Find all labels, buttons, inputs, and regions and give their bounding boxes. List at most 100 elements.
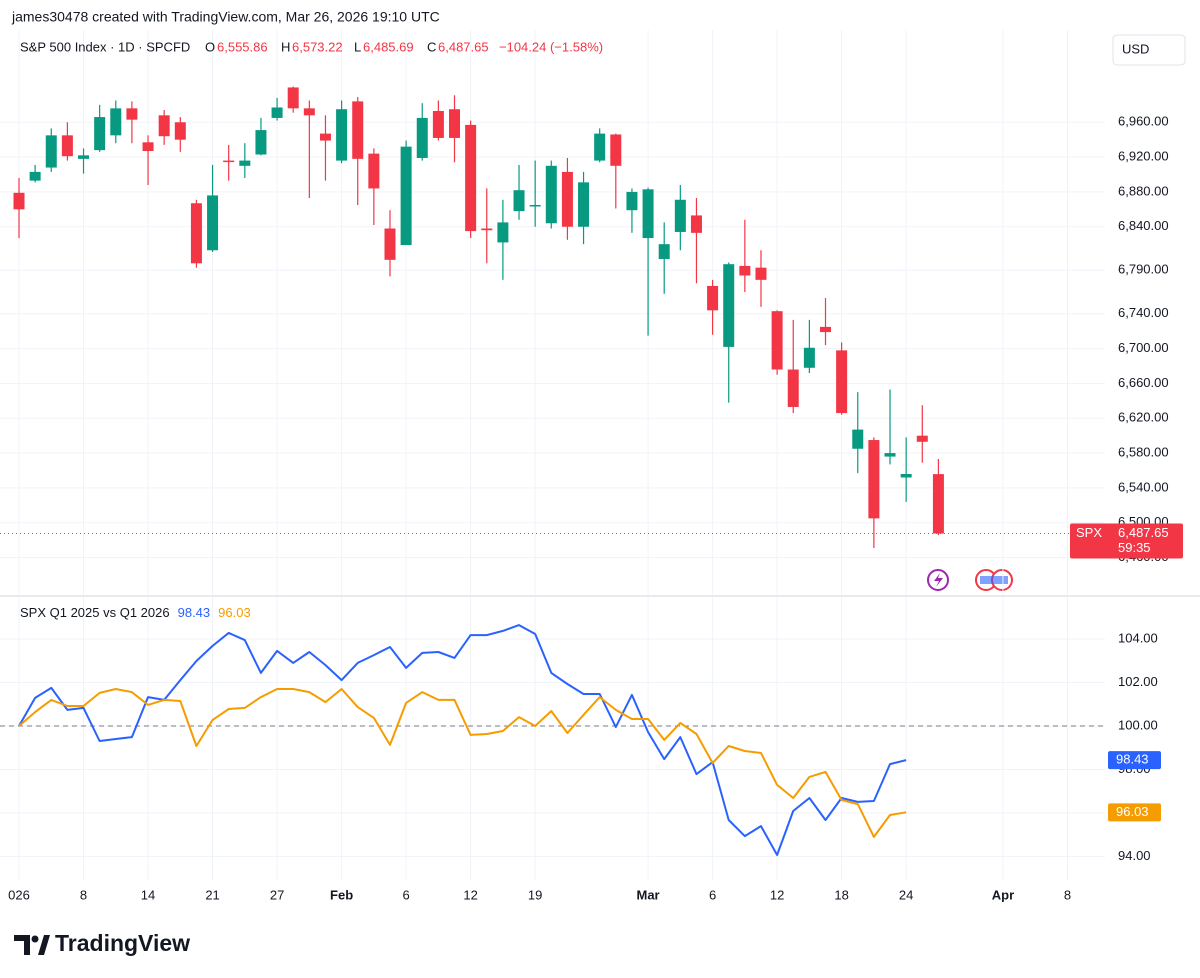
x-tick-label: 6 xyxy=(709,887,716,902)
candle-body xyxy=(45,135,57,168)
x-tick-label: 026 xyxy=(8,887,30,902)
currency[interactable]: USD xyxy=(1122,41,1149,56)
candle-body xyxy=(884,453,896,457)
logo-mark xyxy=(31,935,39,943)
candle-body xyxy=(110,108,122,136)
candle-body xyxy=(255,130,267,155)
price-tag-countdown: 59:35 xyxy=(1118,540,1151,555)
event-glyph xyxy=(934,573,943,587)
pane-title-text: SPX Q1 2025 vs Q1 2026 xyxy=(20,605,170,620)
axes: 026 8 14 21 27 Feb 6 12 19 Mar 6 12 18 24 Apr 8 6,960.00… xyxy=(8,114,1183,902)
candle-body xyxy=(642,189,654,239)
y-tick-label: 6,840.00 xyxy=(1118,218,1169,233)
y-tick-label: 94.00 xyxy=(1118,848,1151,863)
y-tick-label: 6,880.00 xyxy=(1118,183,1169,198)
candle-body xyxy=(723,264,735,347)
x-tick-label: 12 xyxy=(770,887,784,902)
price-tag xyxy=(1070,523,1183,559)
candle-body xyxy=(836,350,848,414)
candle-body xyxy=(223,160,235,163)
candle-body xyxy=(207,195,219,251)
candle-body xyxy=(384,228,396,260)
candle-body xyxy=(432,110,444,138)
candle-body xyxy=(287,87,299,109)
candle-body xyxy=(190,203,202,264)
candle-body xyxy=(29,171,41,181)
event-icons xyxy=(927,569,1013,591)
x-tick-label: 6 xyxy=(403,887,410,902)
candle-body xyxy=(739,265,751,276)
ohlc-legend: L xyxy=(354,39,361,54)
candle-body xyxy=(658,244,670,259)
candle-body xyxy=(61,135,73,157)
value-tag-label: 96.03 xyxy=(1116,804,1149,819)
currency-box[interactable] xyxy=(1112,34,1186,66)
y-tick-label: 6,580.00 xyxy=(1118,445,1169,460)
ohlc-legend: C xyxy=(427,39,436,54)
candle-body xyxy=(932,474,944,534)
candle-body xyxy=(94,117,106,151)
candle-body xyxy=(690,215,702,233)
candle-body xyxy=(674,199,686,232)
candle-body xyxy=(900,473,912,478)
candle-body xyxy=(78,155,90,159)
y-tick-label: 6,620.00 xyxy=(1118,410,1169,425)
x-tick-label: 27 xyxy=(270,887,284,902)
logo-mark xyxy=(38,935,50,955)
candle-body xyxy=(319,133,331,141)
x-tick-label: 19 xyxy=(528,887,542,902)
candle-body xyxy=(142,142,154,152)
candle-body xyxy=(868,440,880,519)
y-tick-label: 6,700.00 xyxy=(1118,340,1169,355)
y-tick-label: 6,740.00 xyxy=(1118,305,1169,320)
candle-body xyxy=(174,122,186,140)
ohlc-legend: 6,555.86 xyxy=(217,39,268,54)
x-tick-label: Mar xyxy=(637,887,660,902)
y-tick-label: 6,790.00 xyxy=(1118,262,1169,277)
brand: TradingView xyxy=(55,930,190,956)
x-tick-label: 8 xyxy=(80,887,87,902)
logo-mark xyxy=(14,935,30,955)
x-tick-label: 14 xyxy=(141,887,155,902)
x-tick-label: 24 xyxy=(899,887,913,902)
candle-body xyxy=(578,182,590,227)
value-tag-label: 98.43 xyxy=(1116,752,1149,767)
y-tick-label: 6,920.00 xyxy=(1118,149,1169,164)
candle-body xyxy=(126,108,138,120)
y-tick-label: 6,960.00 xyxy=(1118,114,1169,129)
event-flag xyxy=(980,576,1008,584)
candle-body xyxy=(771,311,783,370)
candle-body xyxy=(465,124,477,232)
ohlc-legend: 6,487.65 xyxy=(438,39,489,54)
candle-body xyxy=(707,285,719,311)
x-tick-label: Feb xyxy=(330,887,353,902)
candle-body xyxy=(545,165,557,224)
ohlc-legend: −104.24 (−1.58%) xyxy=(499,39,603,54)
candle-body xyxy=(352,101,364,159)
pane-title: SPX Q1 2025 vs Q1 2026 98.43 96.03 xyxy=(20,605,251,620)
credit: james30478 created with TradingView.com,… xyxy=(11,9,440,25)
x-tick-label: Apr xyxy=(992,887,1014,902)
value-tag xyxy=(1108,803,1161,822)
candle-body xyxy=(158,115,170,137)
series-line xyxy=(18,624,907,856)
candle-body xyxy=(400,146,412,246)
ohlc-legend: O xyxy=(205,39,215,54)
price-tag-symbol: SPX xyxy=(1076,525,1102,540)
candle-body xyxy=(803,347,815,368)
x-tick-label: 8 xyxy=(1064,887,1071,902)
ohlc-legend: 6,573.22 xyxy=(292,39,343,54)
x-tick-label: 18 xyxy=(834,887,848,902)
candle-body xyxy=(271,107,283,118)
candle-body xyxy=(481,228,493,231)
candle-body xyxy=(755,267,767,280)
legend-value: 96.03 xyxy=(218,605,251,620)
y-tick-label: 6,660.00 xyxy=(1118,375,1169,390)
candle-body xyxy=(336,109,348,161)
candle-body xyxy=(497,222,509,243)
candle-body xyxy=(916,435,928,442)
y-tick-label: 100.00 xyxy=(1118,717,1158,732)
candle-body xyxy=(13,192,25,210)
